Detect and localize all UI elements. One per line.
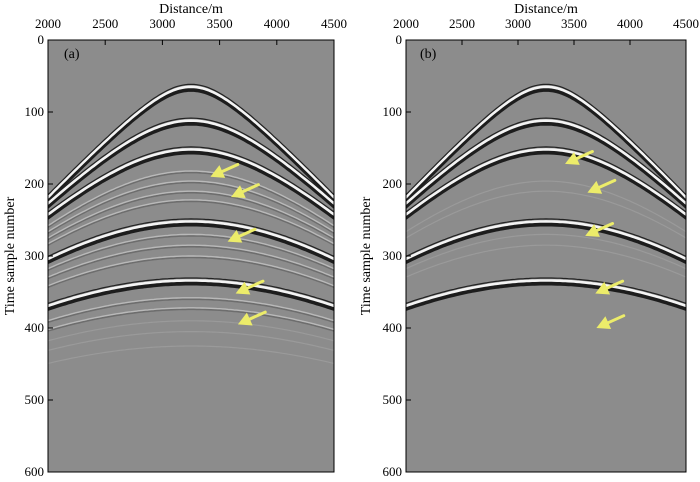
- panel-a-arrows: [210, 162, 267, 326]
- event-curve: [406, 117, 686, 210]
- panel-b-plot-area: [406, 40, 686, 472]
- panel-b-x-axis-title: Distance/m: [514, 2, 578, 17]
- event-curve: [406, 190, 686, 239]
- x-tick-label: 4500: [673, 16, 699, 31]
- event-curve: [48, 117, 334, 210]
- event-curve: [406, 180, 686, 233]
- event-curve: [406, 233, 686, 270]
- event-curve: [48, 199, 334, 247]
- x-tick-label: 4500: [321, 16, 347, 31]
- event-curve: [48, 277, 334, 311]
- panel-b-y-ticks: 0 100 200 300 400 500 600: [383, 32, 411, 479]
- panel-b-arrows: [565, 150, 626, 330]
- event-curve: [48, 233, 334, 272]
- annotation-arrow: [587, 178, 617, 194]
- panel-a: 2000 2500 3000 3500 4000 4500 0 100 200 300 400 50…: [3, 2, 347, 479]
- x-tick-label: 3500: [561, 16, 587, 31]
- x-tick-label: 2000: [393, 16, 419, 31]
- event-curve: [48, 190, 334, 241]
- annotation-arrow: [235, 279, 265, 295]
- panel-b: 2000 2500 3000 3500 4000 4500 0 100 200 300 400 50…: [359, 2, 699, 479]
- event-curve: [48, 244, 334, 280]
- x-tick-label: 4000: [617, 16, 643, 31]
- event-curve: [48, 180, 334, 235]
- event-curve: [48, 307, 334, 332]
- y-tick-label: 400: [383, 320, 403, 335]
- event-curve: [406, 244, 686, 278]
- event-curve: [406, 83, 686, 204]
- panel-b-events: [406, 83, 686, 312]
- panel-a-x-ticks: 2000 2500 3000 3500 4000 4500: [35, 16, 347, 45]
- event-curve: [48, 255, 334, 289]
- x-tick-label: 3000: [505, 16, 531, 31]
- event-curve: [48, 297, 334, 323]
- annotation-arrow: [585, 222, 615, 237]
- annotation-arrow: [210, 162, 240, 178]
- panel-a-y-ticks: 0 100 200 300 400 500 600: [25, 32, 53, 479]
- y-tick-label: 300: [383, 248, 403, 263]
- event-curve: [406, 146, 686, 221]
- event-curve: [48, 146, 334, 220]
- event-curve: [48, 83, 334, 204]
- y-tick-label: 100: [25, 104, 45, 119]
- annotation-arrow: [596, 314, 626, 330]
- y-tick-label: 500: [383, 392, 403, 407]
- y-tick-label: 400: [25, 320, 45, 335]
- x-tick-label: 3500: [207, 16, 233, 31]
- annotation-arrow: [595, 279, 625, 295]
- x-tick-label: 4000: [264, 16, 290, 31]
- panel-b-label: (b): [420, 47, 437, 62]
- event-curve: [406, 277, 686, 312]
- x-tick-label: 2500: [92, 16, 118, 31]
- annotation-arrow: [565, 150, 594, 165]
- y-tick-label: 200: [25, 176, 45, 191]
- y-tick-label: 0: [38, 32, 45, 47]
- event-curve: [48, 345, 334, 365]
- x-tick-label: 2500: [449, 16, 475, 31]
- panel-a-x-axis-title: Distance/m: [159, 2, 223, 17]
- event-curve: [406, 218, 686, 265]
- annotation-arrow: [227, 227, 257, 243]
- panel-b-x-ticks: 2000 2500 3000 3500 4000 4500: [393, 16, 699, 45]
- annotation-arrow: [237, 310, 267, 326]
- y-tick-label: 600: [25, 464, 45, 479]
- event-curve: [48, 331, 334, 352]
- panel-a-y-axis-title: Time sample number: [3, 196, 18, 315]
- panel-b-y-axis-title: Time sample number: [359, 196, 374, 315]
- y-tick-label: 0: [396, 32, 403, 47]
- event-curve: [48, 320, 334, 342]
- event-curve: [48, 218, 334, 265]
- panel-a-label: (a): [64, 47, 80, 62]
- y-tick-label: 300: [25, 248, 45, 263]
- x-tick-label: 2000: [35, 16, 61, 31]
- y-tick-label: 200: [383, 176, 403, 191]
- y-tick-label: 100: [383, 104, 403, 119]
- y-tick-label: 500: [25, 392, 45, 407]
- annotation-arrow: [231, 183, 260, 199]
- event-curve: [48, 170, 334, 229]
- y-tick-label: 600: [383, 464, 403, 479]
- x-tick-label: 3000: [149, 16, 175, 31]
- panel-a-events: [48, 83, 334, 365]
